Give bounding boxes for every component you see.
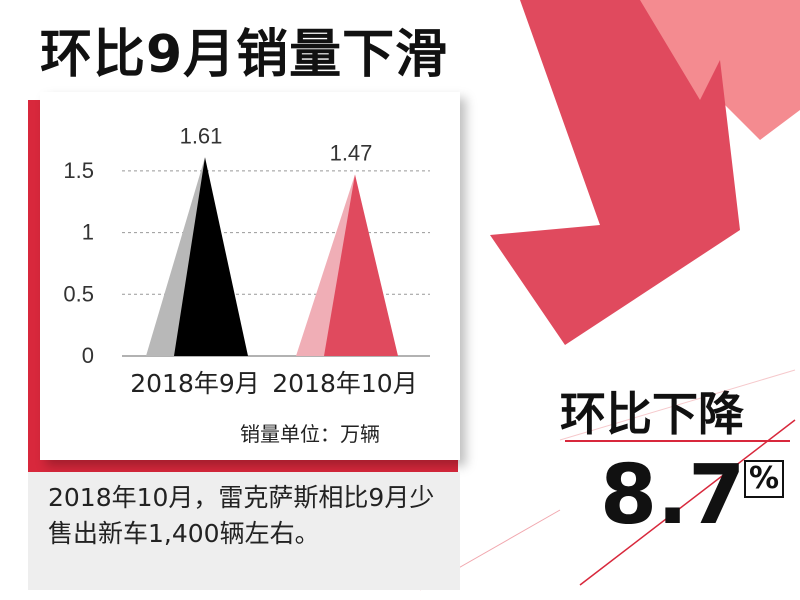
description-text: 2018年10月，雷克萨斯相比9月少售出新车1,400辆左右。: [48, 483, 435, 548]
data-label: 1.47: [330, 141, 373, 166]
page-title: 环比9月销量下滑: [40, 25, 449, 85]
y-tick-label: 0: [82, 343, 94, 368]
bar: [174, 157, 248, 356]
description-box: [28, 472, 460, 590]
y-tick-label: 0.5: [63, 281, 94, 306]
x-category-label: 2018年9月: [130, 369, 260, 398]
divider: [565, 440, 790, 442]
data-label: 1.61: [180, 123, 223, 148]
y-tick-label: 1: [82, 220, 94, 245]
bar-chart: 0 0.5 1 1.5 1.61 2018年9月 1.47 2018年10月: [63, 123, 430, 398]
decline-value: 8.7: [600, 448, 746, 543]
decline-label: 环比下降: [560, 387, 744, 441]
percent-symbol: %: [744, 460, 784, 498]
chart-card: [40, 92, 460, 460]
bar: [324, 174, 398, 356]
unit-label: 销量单位：万辆: [240, 422, 380, 446]
y-tick-label: 1.5: [63, 158, 94, 183]
x-category-label: 2018年10月: [272, 369, 417, 398]
